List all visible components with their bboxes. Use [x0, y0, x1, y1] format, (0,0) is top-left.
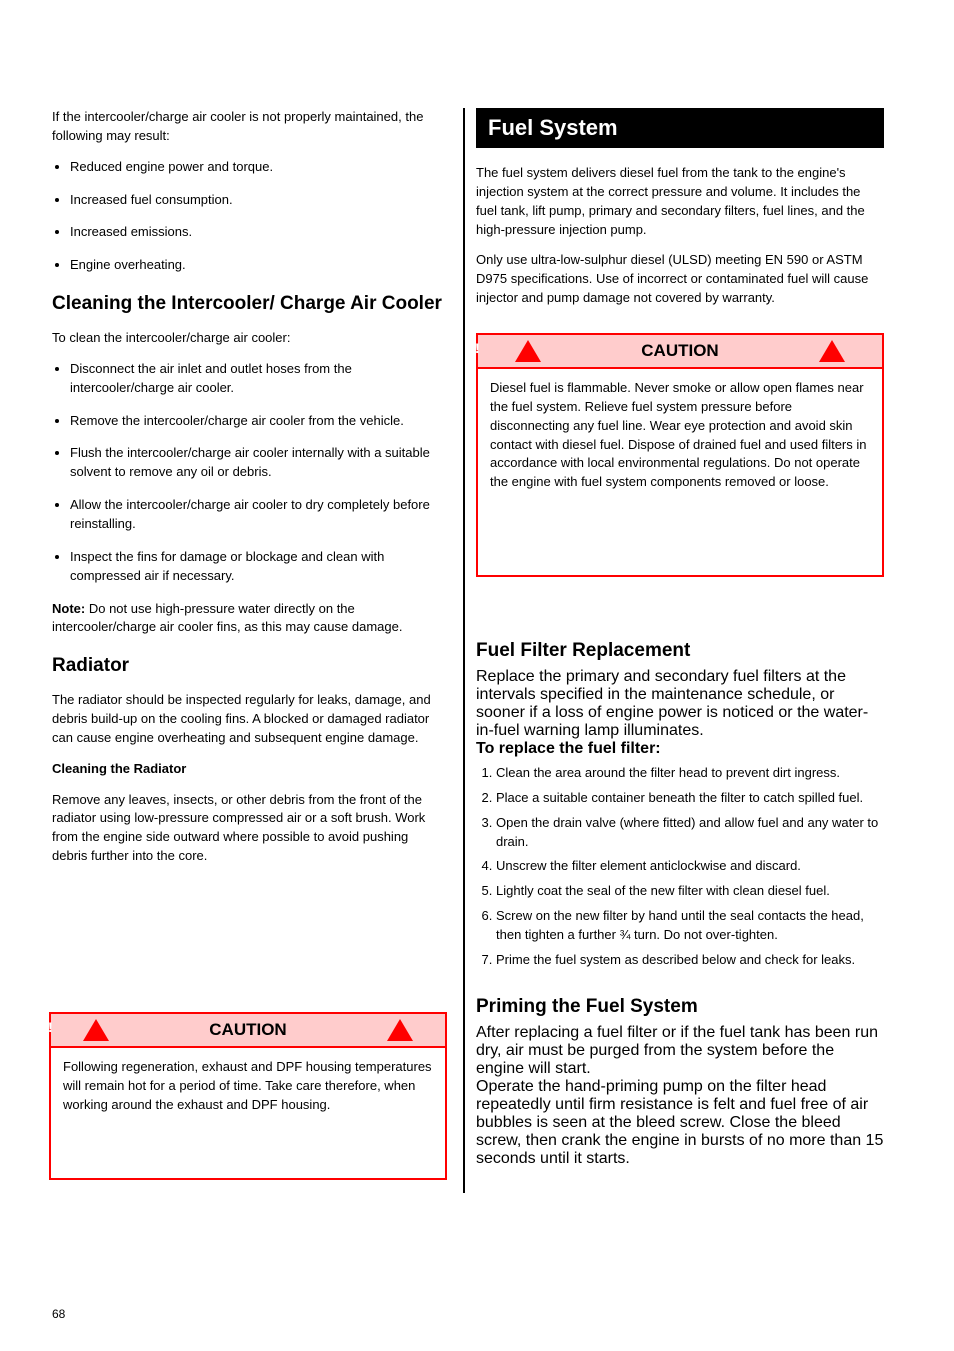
prime-heading: Priming the Fuel System [476, 996, 884, 1018]
warning-triangle-icon [387, 1019, 413, 1041]
intercooler-steps: Disconnect the air inlet and outlet hose… [52, 360, 444, 586]
note-label: Note: [52, 601, 89, 616]
list-item: Allow the intercooler/charge air cooler … [70, 496, 444, 534]
caution-header: CAUTION [51, 1014, 445, 1048]
warning-triangle-icon [515, 340, 541, 362]
caution-text: Diesel fuel is flammable. Never smoke or… [490, 379, 870, 492]
caution-label: CAUTION [209, 1020, 286, 1040]
list-item: Open the drain valve (where fitted) and … [496, 814, 884, 852]
fuel-filter-heading: Fuel Filter Replacement [476, 640, 884, 662]
radiator-clean-sub: Cleaning the Radiator [52, 760, 444, 779]
caution-header: CAUTION [478, 335, 882, 369]
list-item: Remove the intercooler/charge air cooler… [70, 412, 444, 431]
section-title-bar: Fuel System [476, 108, 884, 148]
left-column: If the intercooler/charge air cooler is … [52, 108, 444, 878]
fuel-filter-intro: Replace the primary and secondary fuel f… [476, 668, 884, 740]
fuel-intro-1: The fuel system delivers diesel fuel fro… [476, 164, 884, 239]
list-item: Flush the intercooler/charge air cooler … [70, 444, 444, 482]
radiator-clean-text: Remove any leaves, insects, or other deb… [52, 791, 444, 866]
intercooler-clean-intro: To clean the intercooler/charge air cool… [52, 329, 444, 348]
prime-text-1: After replacing a fuel filter or if the … [476, 1024, 884, 1078]
manual-page: If the intercooler/charge air cooler is … [0, 0, 954, 1351]
section-title: Fuel System [488, 115, 618, 141]
intercooler-clean-heading: Cleaning the Intercooler/ Charge Air Coo… [52, 293, 444, 315]
list-item: Prime the fuel system as described below… [496, 951, 884, 970]
prime-text-2: Operate the hand-priming pump on the fil… [476, 1078, 884, 1168]
list-item: Increased fuel consumption. [70, 191, 444, 210]
caution-box-right: CAUTION Diesel fuel is flammable. Never … [476, 333, 884, 577]
list-item: Engine overheating. [70, 256, 444, 275]
list-item: Reduced engine power and torque. [70, 158, 444, 177]
page-number: 68 [52, 1307, 65, 1321]
list-item: Disconnect the air inlet and outlet hose… [70, 360, 444, 398]
list-item: Place a suitable container beneath the f… [496, 789, 884, 808]
list-item: Inspect the fins for damage or blockage … [70, 548, 444, 586]
warning-triangle-icon [819, 340, 845, 362]
intercooler-note: Note: Do not use high-pressure water dir… [52, 600, 444, 638]
caution-body: Diesel fuel is flammable. Never smoke or… [478, 369, 882, 575]
caution-label: CAUTION [641, 341, 718, 361]
radiator-heading: Radiator [52, 655, 444, 677]
fuel-intro-2: Only use ultra-low-sulphur diesel (ULSD)… [476, 251, 884, 308]
list-item: Lightly coat the seal of the new filter … [496, 882, 884, 901]
fuel-filter-steps: Clean the area around the filter head to… [476, 764, 884, 970]
note-text: Do not use high-pressure water directly … [52, 601, 402, 635]
caution-box-left: CAUTION Following regeneration, exhaust … [49, 1012, 447, 1180]
radiator-text: The radiator should be inspected regular… [52, 691, 444, 748]
intercooler-effects-list: Reduced engine power and torque. Increas… [52, 158, 444, 275]
caution-text: Following regeneration, exhaust and DPF … [63, 1058, 433, 1115]
caution-body: Following regeneration, exhaust and DPF … [51, 1048, 445, 1178]
right-column: Fuel System The fuel system delivers die… [476, 108, 884, 320]
list-item: Unscrew the filter element anticlockwise… [496, 857, 884, 876]
list-item: Clean the area around the filter head to… [496, 764, 884, 783]
list-item: Increased emissions. [70, 223, 444, 242]
warning-triangle-icon [83, 1019, 109, 1041]
right-column-continued: Fuel Filter Replacement Replace the prim… [476, 614, 884, 1168]
intercooler-intro: If the intercooler/charge air cooler is … [52, 108, 444, 146]
fuel-filter-steps-title: To replace the fuel filter: [476, 740, 884, 758]
column-divider [463, 108, 465, 1193]
list-item: Screw on the new filter by hand until th… [496, 907, 884, 945]
